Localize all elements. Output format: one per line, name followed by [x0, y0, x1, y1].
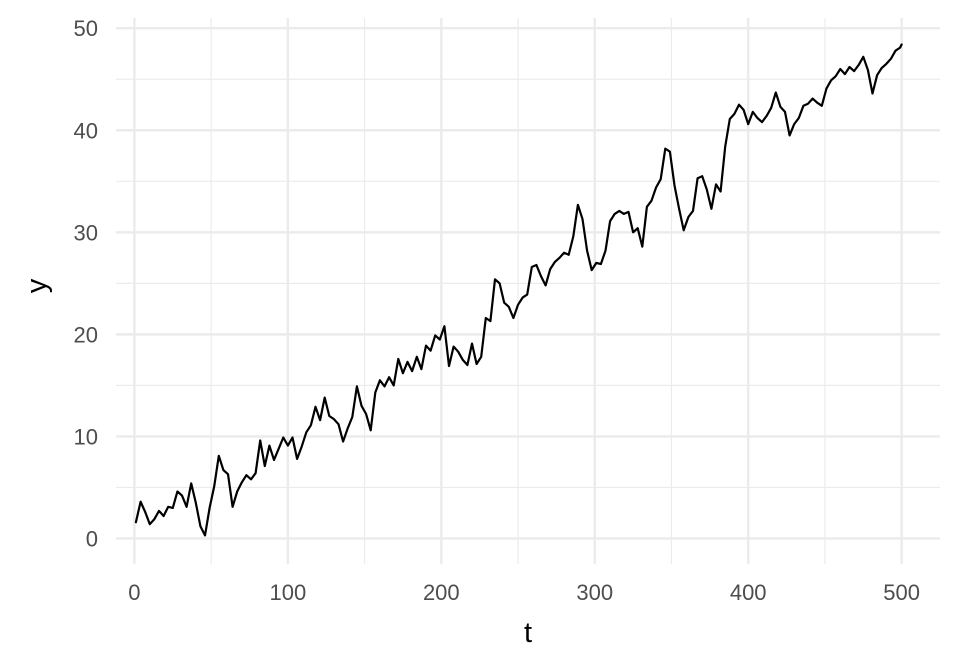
x-tick-label: 400	[730, 580, 767, 605]
y-tick-label: 10	[74, 424, 98, 449]
series-line-1	[134, 43, 903, 537]
y-tick-label: 40	[74, 118, 98, 143]
y-tick-label: 30	[74, 220, 98, 245]
x-tick-label: 200	[423, 580, 460, 605]
y-axis-tick-labels: 0 10 20 30 40 50	[74, 16, 98, 551]
major-gridlines	[116, 18, 940, 564]
x-tick-label: 100	[269, 580, 306, 605]
x-axis-tick-labels: 0 100 200 300 400 500	[128, 580, 920, 605]
x-tick-label: 300	[576, 580, 613, 605]
x-tick-label: 500	[883, 580, 920, 605]
y-tick-label: 20	[74, 322, 98, 347]
y-tick-label: 0	[86, 526, 98, 551]
series-layer	[134, 43, 903, 537]
x-axis-title: t	[524, 617, 532, 649]
minor-gridlines	[116, 18, 940, 564]
y-tick-label: 50	[74, 16, 98, 41]
y-axis-title: y	[21, 278, 53, 293]
x-tick-label: 0	[128, 580, 140, 605]
